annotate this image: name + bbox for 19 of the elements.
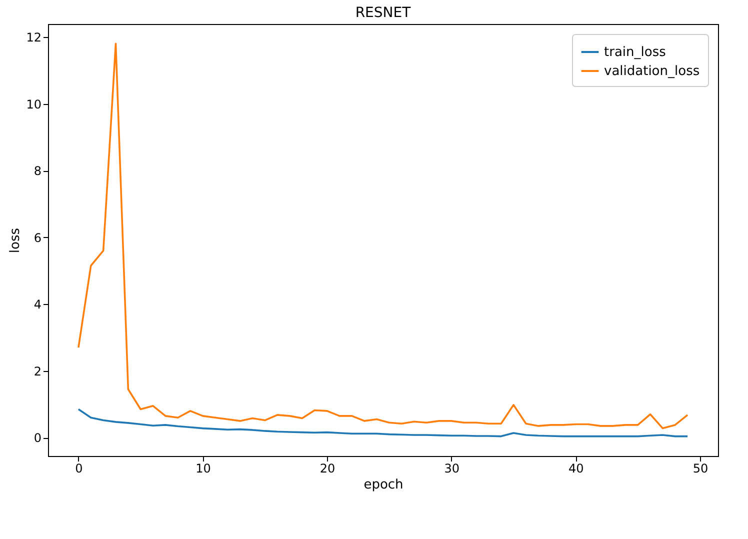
x-tick-label: 0: [75, 462, 83, 476]
x-axis-title: epoch: [364, 478, 404, 492]
y-tick-label: 4: [34, 298, 42, 312]
y-axis-title: loss: [8, 228, 24, 254]
y-tick-label: 12: [26, 30, 42, 45]
y-tick-label: 6: [34, 230, 42, 245]
chart-title: RESNET: [355, 5, 412, 21]
x-tick-label: 10: [196, 462, 211, 476]
y-tick-label: 2: [34, 364, 42, 378]
x-tick-label: 20: [320, 462, 336, 476]
y-tick-label: 0: [34, 431, 42, 446]
legend-label: validation_loss: [604, 64, 700, 79]
legend-label: train_loss: [604, 45, 666, 60]
x-tick-label: 30: [444, 462, 460, 476]
y-tick-label: 8: [34, 164, 42, 178]
x-tick-label: 50: [692, 462, 708, 476]
x-tick-label: 40: [568, 462, 584, 476]
y-tick-label: 10: [26, 97, 42, 112]
line-series: [78, 408, 688, 438]
